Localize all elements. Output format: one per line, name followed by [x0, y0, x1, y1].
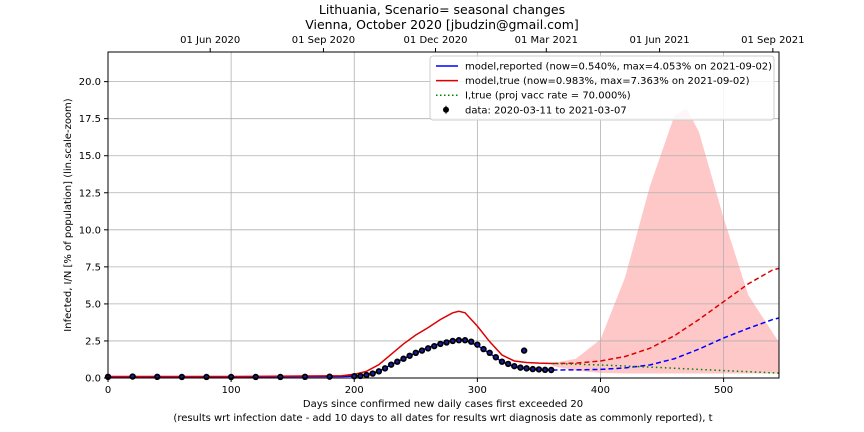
y-tick-label: 5.0: [85, 299, 101, 310]
data-point-core: [401, 357, 405, 361]
data-point-core: [377, 369, 381, 373]
uncertainty-band: [552, 108, 779, 374]
data-point-core: [395, 360, 399, 364]
x-tick-label: 400: [591, 385, 610, 396]
data-point-core: [543, 368, 547, 372]
data-point-core: [358, 374, 362, 378]
data-point-core: [389, 363, 393, 367]
data-point-core: [531, 367, 535, 371]
legend-entry-label: model,true (now=0.983%, max=7.363% on 20…: [465, 76, 750, 87]
top-axis-ticks: 01 Jun 2020 01 Sep 2020 01 Dec 2020 01 Mar …: [180, 35, 805, 52]
series-line-dashed-1: [552, 267, 780, 365]
chart-subtitle: Vienna, October 2020 [jbudzin@gmail.com]: [305, 17, 579, 32]
x-axis-label: Days since confirmed new daily cases fir…: [303, 399, 583, 410]
legend-marker: [443, 106, 449, 113]
y-tick-label: 10.0: [79, 225, 101, 236]
data-point-core: [469, 340, 473, 344]
y-tick-label: 12.5: [79, 188, 101, 199]
top-tick-label: 01 Sep 2020: [292, 35, 355, 46]
data-point-core: [537, 367, 541, 371]
top-tick-label: 01 Jun 2020: [180, 35, 240, 46]
data-point-core: [525, 366, 529, 370]
chart-title: Lithuania, Scenario= seasonal changes: [319, 2, 565, 17]
x-tick-label: 0: [105, 385, 111, 396]
data-point-core: [432, 344, 436, 348]
data-point-core: [445, 340, 449, 344]
series-line-vacc: [552, 362, 780, 374]
data-point-core: [328, 375, 332, 379]
y-tick-label: 0.0: [85, 374, 101, 385]
data-point-core: [438, 342, 442, 346]
series-line-solid-0: [108, 339, 553, 378]
uncertainty-band-area: [552, 108, 779, 374]
data-point-core: [414, 351, 418, 355]
data-point-core: [500, 360, 504, 364]
data-point-core: [131, 375, 135, 379]
data-point-core: [457, 338, 461, 342]
legend: model,reported (now=0.540%, max=4.053% o…: [429, 55, 775, 121]
data-point-core: [365, 373, 369, 377]
legend-entry-label: data: 2020-03-11 to 2021-03-07: [465, 105, 627, 116]
data-point-core: [420, 349, 424, 353]
data-points: [104, 337, 555, 381]
y-tick-label: 2.5: [85, 336, 101, 347]
data-point-core: [451, 339, 455, 343]
data-point-core: [512, 364, 516, 368]
legend-box: [429, 55, 775, 121]
x-axis-label-2: (results wrt infection date - add 10 day…: [173, 413, 712, 424]
x-tick-label: 100: [222, 385, 241, 396]
y-axis-ticks: 0.0 2.5 5.0 7.5 10.0 12.5 15.0 17.5 20.0: [79, 77, 108, 385]
top-tick-label: 01 Dec 2020: [404, 35, 468, 46]
data-point-core: [518, 366, 522, 370]
data-point-core: [549, 368, 553, 372]
x-axis-ticks: 0 100 200 300 400 500: [105, 378, 733, 396]
data-point-core: [371, 372, 375, 376]
data-point-core: [488, 351, 492, 355]
plot-frame: [107, 51, 780, 379]
legend-entry-label: model,reported (now=0.540%, max=4.053% o…: [465, 62, 772, 73]
top-tick-label: 01 Sep 2021: [741, 35, 804, 46]
x-tick-label: 300: [468, 385, 487, 396]
data-point-core: [506, 362, 510, 366]
data-point-core: [352, 374, 356, 378]
data-point-core: [522, 349, 526, 353]
x-tick-label: 500: [714, 385, 733, 396]
legend-entry-label: I,true (proj vacc rate = 70.000%): [465, 91, 631, 102]
data-point-core: [482, 347, 486, 351]
data-point-core: [494, 355, 498, 359]
top-tick-label: 01 Jun 2021: [629, 35, 689, 46]
y-tick-label: 17.5: [79, 114, 101, 125]
series-line-dashed-0: [552, 317, 780, 371]
y-axis-label: Infected, I/N [% of population] (lin.sca…: [63, 98, 74, 331]
series-line-solid-1: [108, 310, 553, 378]
y-tick-label: 7.5: [85, 262, 101, 273]
data-point-core: [408, 354, 412, 358]
x-tick-label: 200: [345, 385, 364, 396]
data-point-core: [475, 343, 479, 347]
y-tick-label: 20.0: [79, 77, 101, 88]
top-tick-label: 01 Mar 2021: [515, 35, 578, 46]
y-tick-label: 15.0: [79, 151, 101, 162]
data-point-core: [383, 366, 387, 370]
data-point-core: [426, 346, 430, 350]
data-point-core: [463, 338, 467, 342]
